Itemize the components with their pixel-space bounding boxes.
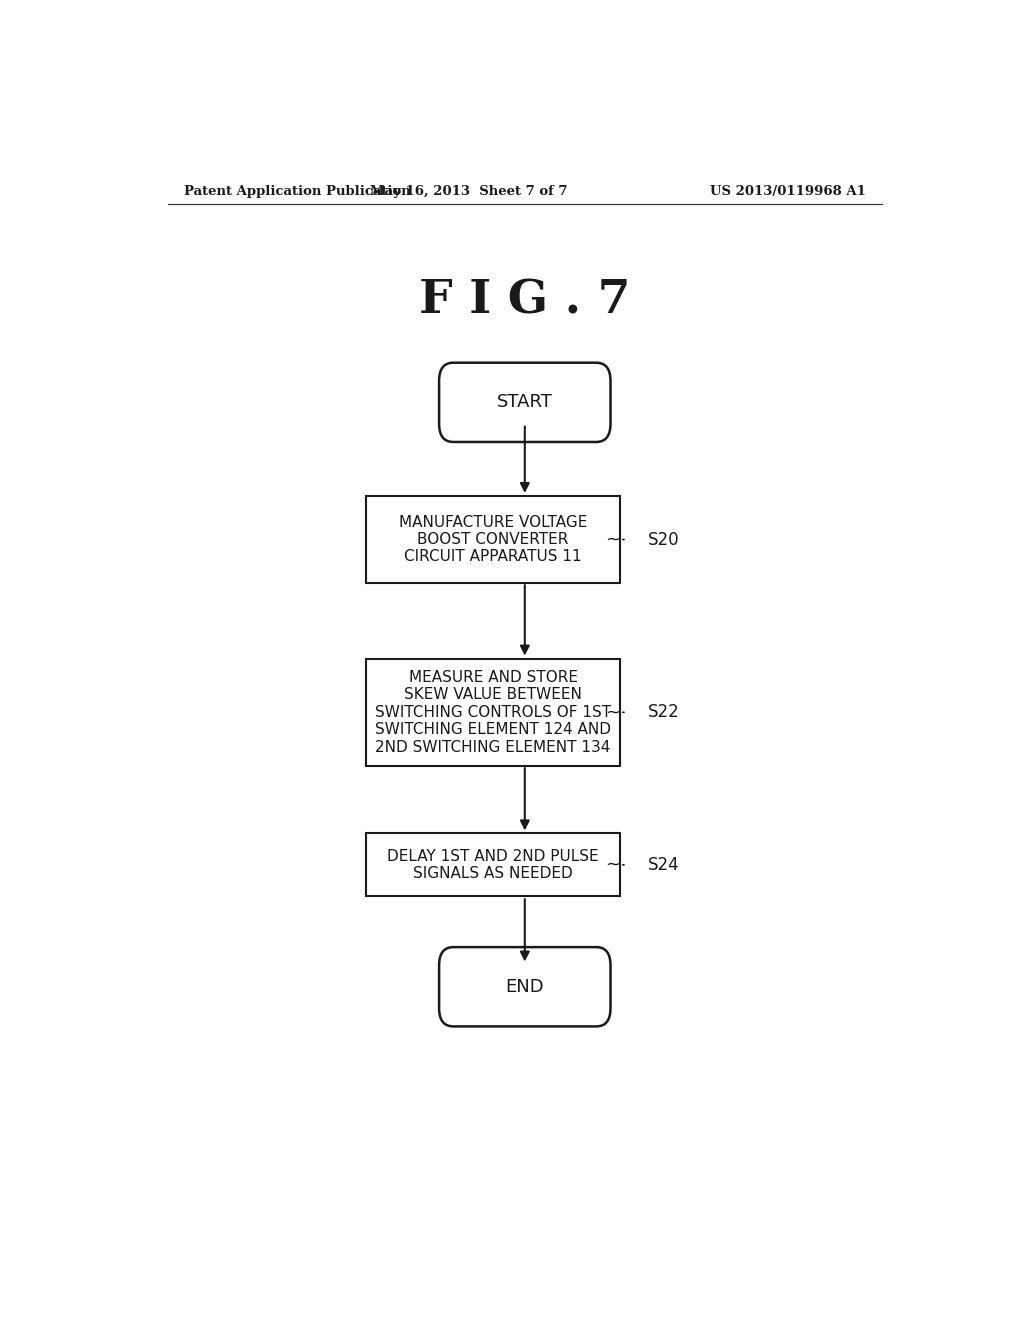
Text: S22: S22 [648, 704, 680, 721]
Text: Patent Application Publication: Patent Application Publication [183, 185, 411, 198]
Text: MEASURE AND STORE
SKEW VALUE BETWEEN
SWITCHING CONTROLS OF 1ST
SWITCHING ELEMENT: MEASURE AND STORE SKEW VALUE BETWEEN SWI… [375, 671, 611, 755]
FancyBboxPatch shape [367, 496, 621, 582]
Text: START: START [497, 393, 553, 412]
Text: DELAY 1ST AND 2ND PULSE
SIGNALS AS NEEDED: DELAY 1ST AND 2ND PULSE SIGNALS AS NEEDE… [387, 849, 599, 880]
Text: END: END [506, 978, 544, 995]
Text: S24: S24 [648, 855, 680, 874]
Text: F I G . 7: F I G . 7 [419, 277, 631, 323]
Text: US 2013/0119968 A1: US 2013/0119968 A1 [711, 185, 866, 198]
Text: ~: ~ [605, 704, 620, 721]
Text: S20: S20 [648, 531, 680, 549]
FancyBboxPatch shape [439, 363, 610, 442]
Text: MANUFACTURE VOLTAGE
BOOST CONVERTER
CIRCUIT APPARATUS 11: MANUFACTURE VOLTAGE BOOST CONVERTER CIRC… [399, 515, 587, 565]
Text: ~: ~ [605, 855, 620, 874]
Text: ~: ~ [605, 531, 620, 549]
Text: May 16, 2013  Sheet 7 of 7: May 16, 2013 Sheet 7 of 7 [371, 185, 568, 198]
FancyBboxPatch shape [367, 833, 621, 896]
FancyBboxPatch shape [439, 948, 610, 1027]
FancyBboxPatch shape [367, 659, 621, 766]
